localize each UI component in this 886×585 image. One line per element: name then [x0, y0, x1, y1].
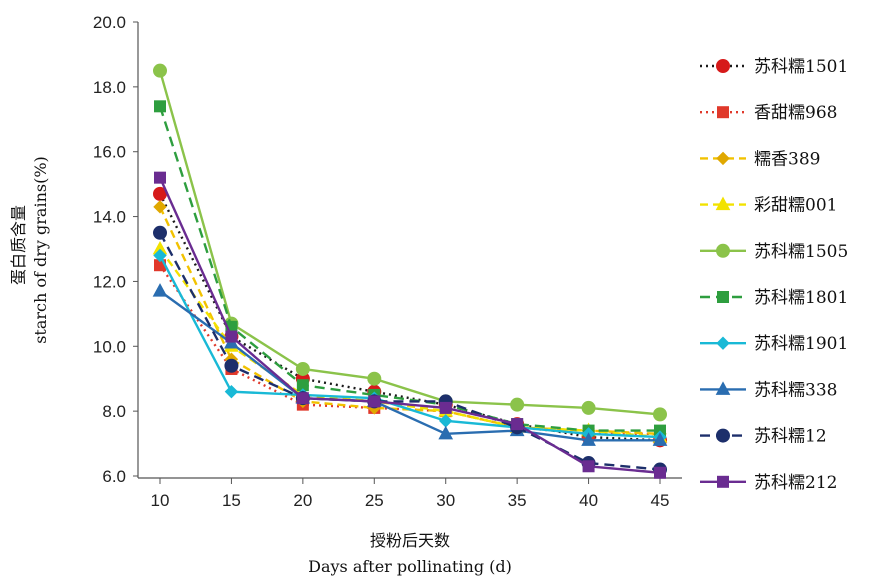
y-axis-ticks: 6.0 8.0 10.0 12.0 14.0 16.0 18.0 20.0: [93, 13, 138, 486]
legend-marker: [715, 381, 731, 395]
x-tick-label: 25: [365, 491, 384, 510]
legend-item: 苏科糯1505: [700, 242, 848, 262]
y-axis-title-en: starch of dry grains(%): [31, 156, 50, 344]
data-point: [296, 392, 309, 405]
y-tick-label: 10.0: [93, 337, 126, 356]
series-line: [159, 290, 660, 442]
legend-label: 苏科糯12: [754, 427, 827, 447]
x-axis-title-en: Days after pollinating (d): [308, 557, 512, 576]
data-point: [153, 200, 167, 214]
series-line: [158, 70, 661, 416]
legend-item: 香甜糯968: [700, 103, 837, 123]
data-point: [654, 466, 666, 479]
data-point: [224, 358, 239, 373]
legend-label: 苏科糯338: [754, 380, 837, 400]
legend-label: 苏科糯1501: [754, 57, 848, 77]
legend-label: 糯香389: [754, 149, 820, 169]
legend-marker: [716, 243, 730, 258]
legend-label: 苏科糯1901: [754, 334, 848, 354]
data-point: [153, 225, 167, 240]
y-tick-label: 14.0: [93, 208, 126, 227]
legend-item: 彩甜糯001: [700, 196, 837, 216]
series-line: [158, 193, 661, 442]
data-point: [295, 361, 310, 376]
x-tick-label: 15: [222, 491, 241, 510]
data-point: [510, 397, 525, 412]
x-tick-label: 40: [579, 491, 598, 510]
legend-marker: [717, 291, 729, 303]
data-point: [368, 395, 381, 408]
data-point: [439, 401, 452, 414]
legend-label: 苏科糯1505: [754, 242, 848, 262]
legend-marker: [716, 336, 730, 350]
data-point: [154, 171, 166, 184]
legend-item: 苏科糯212: [700, 473, 837, 493]
series-line: [158, 232, 661, 471]
data-point: [153, 248, 167, 263]
legend-marker: [716, 59, 730, 73]
legend-item: 糯香389: [700, 149, 820, 169]
data-point: [438, 425, 454, 440]
series-line: [159, 248, 661, 439]
legend-item: 苏科糯1501: [700, 57, 848, 77]
legend-label: 彩甜糯001: [754, 196, 837, 216]
legend-item: 苏科糯338: [700, 380, 837, 400]
y-tick-label: 8.0: [102, 402, 126, 421]
y-tick-label: 12.0: [93, 272, 126, 291]
x-axis-ticks: 10 15 20 25 30 35 40 45: [151, 478, 670, 510]
legend-marker: [715, 196, 731, 211]
data-point: [581, 400, 596, 415]
series-line: [158, 177, 661, 474]
data-point: [224, 384, 239, 399]
legend-marker: [717, 106, 729, 119]
legend-item: 苏科糯12: [700, 427, 827, 447]
plot-area: 6.0 8.0 10.0 12.0 14.0 16.0 18.0 20.0 10 15 20 25 3…: [93, 13, 682, 510]
data-point: [511, 418, 524, 431]
legend: 苏科糯1501 香甜糯968 糯香389 彩甜糯001 苏科糯1505 苏科糯1801 苏科…: [700, 57, 848, 493]
data-point: [652, 432, 668, 446]
legend-label: 香甜糯968: [754, 103, 837, 123]
data-point: [154, 100, 166, 113]
data-point: [581, 432, 596, 446]
series-line: [158, 105, 660, 432]
y-tick-label: 18.0: [93, 78, 126, 97]
x-tick-label: 10: [151, 491, 170, 510]
series-line: [158, 254, 661, 439]
series-10: [154, 171, 666, 479]
legend-label: 苏科糯1801: [754, 288, 848, 308]
x-axis-title-cn: 授粉后天数: [370, 531, 450, 550]
x-tick-label: 30: [436, 491, 455, 510]
x-tick-label: 35: [508, 491, 527, 510]
legend-marker: [717, 475, 729, 488]
legend-marker: [716, 151, 730, 166]
y-tick-label: 16.0: [93, 143, 126, 162]
legend-item: 苏科糯1801: [700, 288, 848, 308]
x-tick-label: 45: [651, 491, 670, 510]
y-tick-label: 20.0: [93, 13, 126, 32]
legend-item: 苏科糯1901: [700, 334, 848, 354]
data-point: [225, 330, 238, 343]
data-point: [653, 407, 667, 422]
legend-label: 苏科糯212: [754, 473, 837, 493]
data-point: [153, 63, 167, 78]
data-point: [152, 283, 168, 297]
x-tick-label: 20: [293, 491, 312, 510]
legend-marker: [716, 428, 730, 443]
y-axis-title-cn: 蛋白质含量: [9, 205, 28, 285]
y-tick-label: 6.0: [102, 467, 126, 486]
series-layer: [152, 63, 668, 479]
data-point: [582, 460, 595, 473]
data-point: [367, 371, 382, 386]
